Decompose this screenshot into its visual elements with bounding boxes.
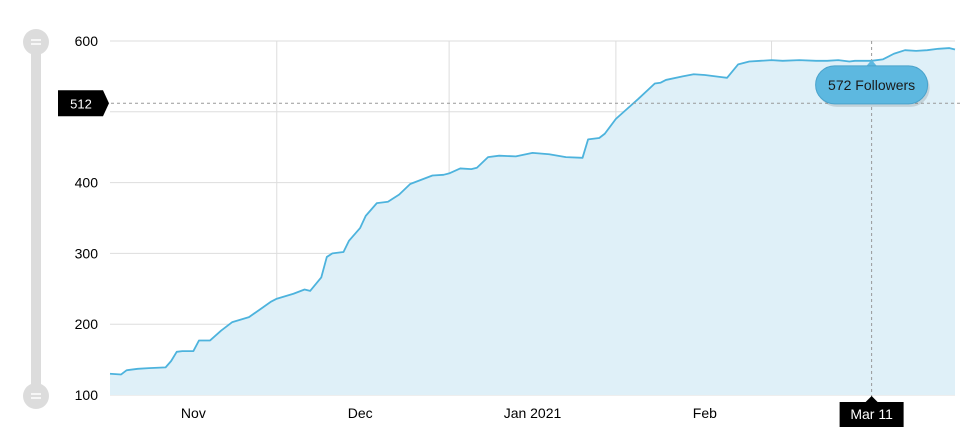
- series-area: [110, 48, 955, 395]
- slider-track[interactable]: [31, 44, 41, 394]
- crosshair-y-label-bg: [58, 90, 109, 117]
- y-tick-label: 100: [75, 387, 99, 403]
- y-tick-label: 400: [75, 175, 99, 191]
- tooltip: 572 Followers: [815, 59, 930, 107]
- y-tick-label: 600: [75, 33, 99, 49]
- x-tick-label: Jan 2021: [504, 405, 562, 421]
- followers-line: [109, 47, 956, 376]
- crosshair-x-label-bg: [839, 396, 904, 427]
- range-slider[interactable]: [23, 29, 49, 409]
- tooltip-box: [815, 65, 929, 105]
- slider-handle-bottom-knob[interactable]: [23, 383, 49, 409]
- tooltip-text: 572 Followers: [828, 77, 915, 93]
- x-tick-label: Feb: [693, 405, 717, 421]
- x-tick-label: Dec: [348, 405, 373, 421]
- crosshair-x-label: Mar 11: [850, 406, 893, 422]
- slider-handle-top-knob[interactable]: [23, 29, 49, 55]
- y-tick-label: 200: [75, 316, 99, 332]
- crosshair-y-label: 512: [70, 96, 92, 111]
- tooltip-pointer: [865, 59, 878, 67]
- followers-area: [110, 48, 955, 395]
- y-tick-label: 300: [75, 245, 99, 261]
- slider-handle-bottom[interactable]: [23, 383, 49, 409]
- crosshair: 512 Mar 11: [58, 41, 960, 427]
- x-tick-label: Nov: [181, 405, 206, 421]
- slider-handle-top[interactable]: [23, 29, 49, 55]
- series-line: [109, 47, 956, 376]
